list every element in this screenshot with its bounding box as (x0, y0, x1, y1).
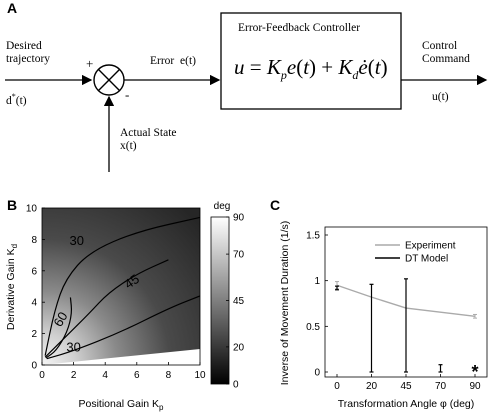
x-tick-label: 10 (194, 370, 206, 381)
contour-line (45, 297, 73, 359)
contour-label: 30 (70, 233, 84, 248)
x-tick-label: 90 (469, 381, 481, 392)
experiment-line (336, 284, 476, 317)
x-tick-label: 20 (366, 381, 378, 392)
colorbar-tick-label: 45 (233, 296, 245, 307)
minus-sign: - (125, 87, 130, 102)
heatmap-ylabel-main: Derivative Gain K (5, 248, 17, 330)
output-label-line1: Control (422, 40, 458, 52)
legend-label: Experiment (405, 241, 456, 252)
heatmap-chart: 0 2 4 6 8 10 0 2 4 6 8 10 90 70 45 20 0 deg Positional … (5, 201, 245, 412)
colorbar-tick-label: 0 (233, 380, 239, 391)
input-symbol: d*(t) (6, 90, 27, 108)
y-tick-label: 0.5 (306, 322, 320, 333)
colorbar-ticks: 90 70 45 20 0 (226, 213, 245, 391)
input-symbol-main: d (6, 94, 12, 107)
y-tick-label: 1.5 (306, 231, 320, 242)
x-tick-label: 4 (102, 370, 108, 381)
heatmap-ylabel: Derivative Gain Kd (5, 244, 19, 330)
summing-junction (93, 64, 125, 96)
contour-line (44, 259, 169, 358)
x-tick-label: 0 (334, 381, 340, 392)
controller-title: Error-Feedback Controller (238, 22, 361, 34)
control-law: u = Kpe(t) + Kdė(t) (234, 55, 388, 83)
feedback-label-line1: Actual State (120, 127, 177, 139)
y-tick-label: 0 (31, 361, 37, 372)
colorbar-tick-label: 70 (233, 250, 245, 261)
panel-a-letter: A (7, 0, 18, 16)
contour-line (44, 216, 200, 356)
y-tick-label: 6 (31, 266, 37, 277)
line-chart: 0 20 45 70 90 0 0.5 1 1.5 * Experiment DT Model T… (279, 221, 488, 410)
line-axes: 0 20 45 70 90 0 0.5 1 1.5 (306, 231, 481, 393)
contour-line (46, 295, 200, 360)
controller-box (220, 12, 402, 110)
contour-lines (44, 216, 200, 360)
feedback-label-line2: x(t) (120, 140, 137, 152)
contour-label: 30 (66, 340, 80, 355)
contour-label: 60 (50, 309, 70, 329)
y-tick-label: 8 (31, 235, 37, 246)
y-tick-label: 1 (314, 276, 320, 287)
output-label-line2: Command (422, 53, 470, 65)
line-marks: * (335, 278, 479, 382)
panel-c: C 0 20 45 70 90 0 0.5 1 1.5 * Experiment DT Model… (270, 195, 490, 412)
output-symbol: u(t) (432, 91, 449, 103)
input-label-line2: trajectory (6, 53, 51, 65)
panel-c-letter: C (270, 197, 281, 213)
x-tick-label: 70 (435, 381, 447, 392)
colorbar-unit: deg (214, 201, 231, 212)
y-tick-label: 10 (26, 204, 38, 215)
legend-label: DT Model (405, 254, 448, 265)
x-tick-label: 0 (39, 370, 45, 381)
legend: Experiment DT Model (375, 241, 456, 265)
heatmap-ylabel-sub: d (10, 244, 19, 248)
contour-label: 45 (122, 271, 142, 292)
x-tick-label: 6 (134, 370, 140, 381)
line-ylabel: Inverse of Movement Duration (1/s) (279, 221, 291, 386)
panel-b-letter: B (7, 197, 18, 213)
input-label-line1: Desired (6, 40, 42, 52)
colorbar-tick-label: 90 (233, 213, 245, 224)
heatmap-xlabel-main: Positional Gain K (79, 398, 160, 410)
x-tick-label: 45 (400, 381, 412, 392)
input-symbol-arg: (t) (15, 94, 27, 107)
colorbar-tick-label: 20 (233, 342, 245, 353)
plus-sign: + (86, 56, 94, 71)
y-tick-label: 4 (31, 298, 37, 309)
heatmap-axes: 0 2 4 6 8 10 0 2 4 6 8 10 (26, 204, 206, 382)
block-diagram (5, 12, 488, 172)
heatmap-field (42, 208, 200, 365)
panel-a: A Desired trajectory d*(t) + - Error e(t… (0, 0, 490, 200)
x-tick-label: 2 (71, 370, 77, 381)
heatmap-xlabel-sub: p (159, 403, 164, 412)
input-symbol-sup: * (11, 92, 16, 101)
heatmap-xlabel: Positional Gain Kp (79, 398, 165, 412)
x-tick-label: 8 (166, 370, 172, 381)
significance-star: * (471, 362, 478, 382)
panel-b: B 0 2 4 6 8 10 0 2 4 6 8 10 90 70 45 20 0 deg (0, 195, 260, 412)
line-xlabel: Transformation Angle φ (deg) (338, 398, 475, 410)
y-tick-label: 0 (314, 368, 320, 379)
y-tick-label: 2 (31, 329, 37, 340)
error-label: Error e(t) (150, 55, 196, 67)
